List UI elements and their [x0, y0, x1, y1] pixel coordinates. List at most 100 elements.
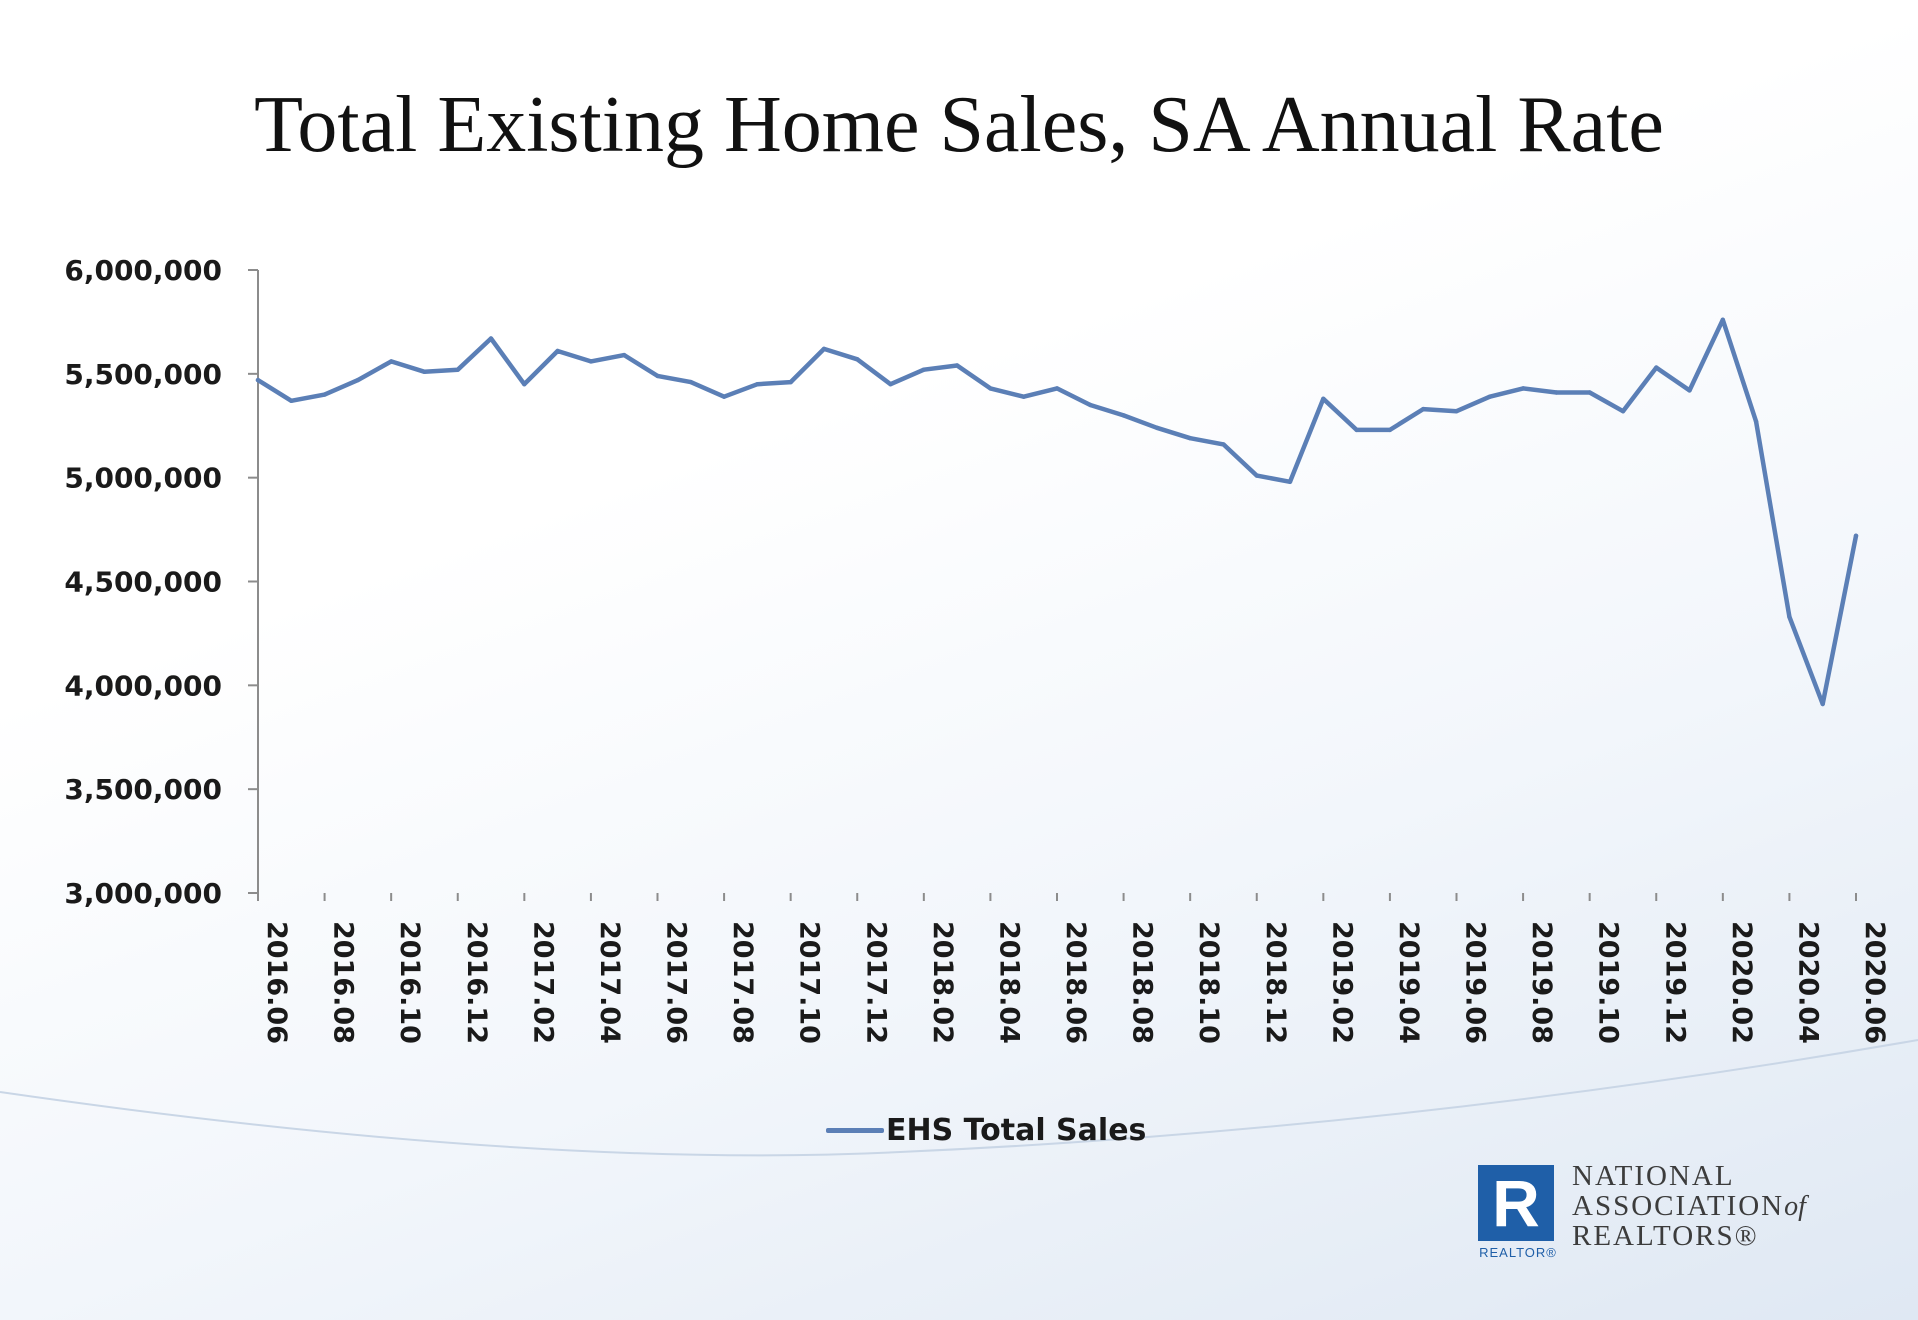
x-tick-label: 2017.02: [527, 921, 558, 1044]
legend-label: EHS Total Sales: [886, 1112, 1147, 1148]
x-tick-label: 2019.02: [1326, 921, 1357, 1044]
data-point: [1287, 479, 1293, 484]
x-tick-label: 2018.10: [1193, 921, 1224, 1044]
data-point: [455, 367, 460, 372]
x-tick-label: 2018.08: [1127, 921, 1158, 1044]
data-point: [721, 394, 727, 399]
data-point: [289, 398, 294, 403]
data-point: [1188, 436, 1193, 441]
logo-mark: R: [1492, 1166, 1540, 1240]
data-point: [954, 363, 960, 368]
data-point: [1421, 406, 1426, 412]
data-point: [1487, 394, 1493, 399]
logo-line-3: REALTORS®: [1572, 1220, 1759, 1252]
data-point: [588, 359, 594, 364]
x-tick-label: 2018.06: [1060, 921, 1091, 1044]
x-tick-label: 2017.06: [661, 921, 692, 1044]
x-tick-label: 2019.12: [1659, 921, 1690, 1044]
data-point: [755, 382, 760, 387]
chart-title: Total Existing Home Sales, SA Annual Rat…: [254, 81, 1664, 169]
data-point: [1820, 701, 1825, 707]
x-axis: 2016.06 2016.08 2016.10 2016.12 2017.02 2017.…: [257, 893, 1890, 1044]
data-point: [1121, 413, 1126, 418]
legend-swatch: [826, 1127, 884, 1133]
data-point: [1687, 388, 1692, 393]
data-point: [1520, 386, 1526, 391]
data-point: [1787, 614, 1792, 619]
data-point: [921, 367, 926, 372]
x-tick-label: 2019.08: [1526, 921, 1557, 1044]
x-tick-label: 2019.04: [1393, 921, 1424, 1044]
data-point: [655, 373, 660, 379]
data-point: [1753, 419, 1759, 424]
x-tick-label: 2017.08: [727, 921, 758, 1044]
data-point: [988, 386, 993, 391]
data-point: [1254, 473, 1260, 478]
data-point: [1720, 317, 1726, 322]
y-tick-label: 4,000,000: [64, 669, 222, 702]
data-point: [688, 379, 693, 385]
y-tick-label: 6,000,000: [64, 254, 222, 287]
logo-line-2-of: of: [1784, 1191, 1806, 1222]
data-point: [1021, 394, 1026, 399]
data-point: [1321, 396, 1326, 401]
y-axis: 3,000,000 3,500,000 4,000,000 4,500,000 5,00…: [64, 254, 259, 910]
y-tick-label: 3,500,000: [64, 773, 222, 806]
data-point: [1454, 409, 1459, 414]
realtor-r-logo: R: [1478, 1165, 1554, 1241]
data-point: [1554, 390, 1559, 395]
x-tick-label: 2016.10: [394, 921, 425, 1044]
legend: EHS Total Sales: [826, 1110, 1146, 1150]
x-tick-label: 2019.06: [1460, 921, 1491, 1044]
x-tick-label: 2017.12: [860, 921, 891, 1044]
logo-sub-label: REALTOR®: [1479, 1245, 1557, 1260]
x-tick-label: 2018.12: [1260, 921, 1291, 1044]
logo-line-2-main: ASSOCIATION: [1572, 1190, 1785, 1222]
data-point: [788, 379, 793, 385]
x-tick-label: 2016.08: [328, 921, 359, 1044]
data-point: [1054, 386, 1060, 391]
x-tick-label: 2020.06: [1859, 921, 1890, 1044]
background-swoosh: [0, 1039, 1918, 1157]
y-tick-label: 5,500,000: [64, 358, 222, 391]
y-tick-label: 3,000,000: [64, 877, 222, 910]
x-tick-label: 2016.12: [461, 921, 492, 1044]
data-point: [422, 369, 427, 374]
x-tick-label: 2020.04: [1792, 921, 1823, 1044]
series-layer: [255, 317, 1859, 707]
data-point: [821, 346, 827, 352]
x-tick-label: 2020.02: [1726, 921, 1757, 1044]
y-tick-label: 5,000,000: [64, 462, 222, 495]
nar-logo: R REALTOR® NATIONAL ASSOCIATIONof REALTO…: [1478, 1160, 1898, 1260]
data-point: [389, 359, 394, 364]
data-point: [1587, 390, 1592, 395]
data-point: [255, 377, 261, 383]
data-point: [855, 357, 860, 362]
data-point: [355, 377, 361, 383]
data-point: [888, 382, 893, 387]
data-point: [1221, 442, 1226, 447]
data-point: [1387, 427, 1393, 433]
x-tick-label: 2017.10: [794, 921, 825, 1044]
x-tick-label: 2017.04: [594, 921, 625, 1044]
series-line: [255, 317, 1859, 707]
data-point: [1654, 365, 1659, 370]
data-point: [1354, 427, 1359, 433]
x-tick-label: 2019.10: [1593, 921, 1624, 1044]
data-point: [488, 336, 494, 341]
x-tick-label: 2016.06: [261, 921, 292, 1044]
x-tick-label: 2018.02: [927, 921, 958, 1044]
logo-line-2: ASSOCIATIONof: [1572, 1190, 1806, 1223]
y-tick-label: 4,500,000: [64, 566, 222, 599]
data-point: [1154, 425, 1160, 430]
logo-line-1: NATIONAL: [1572, 1160, 1735, 1192]
data-point: [322, 392, 327, 397]
data-point: [555, 348, 560, 354]
data-point: [622, 352, 627, 358]
data-point: [522, 382, 527, 387]
data-point: [1853, 533, 1859, 538]
x-tick-label: 2018.04: [993, 921, 1024, 1044]
data-point: [1088, 402, 1093, 408]
data-point: [1620, 409, 1626, 414]
